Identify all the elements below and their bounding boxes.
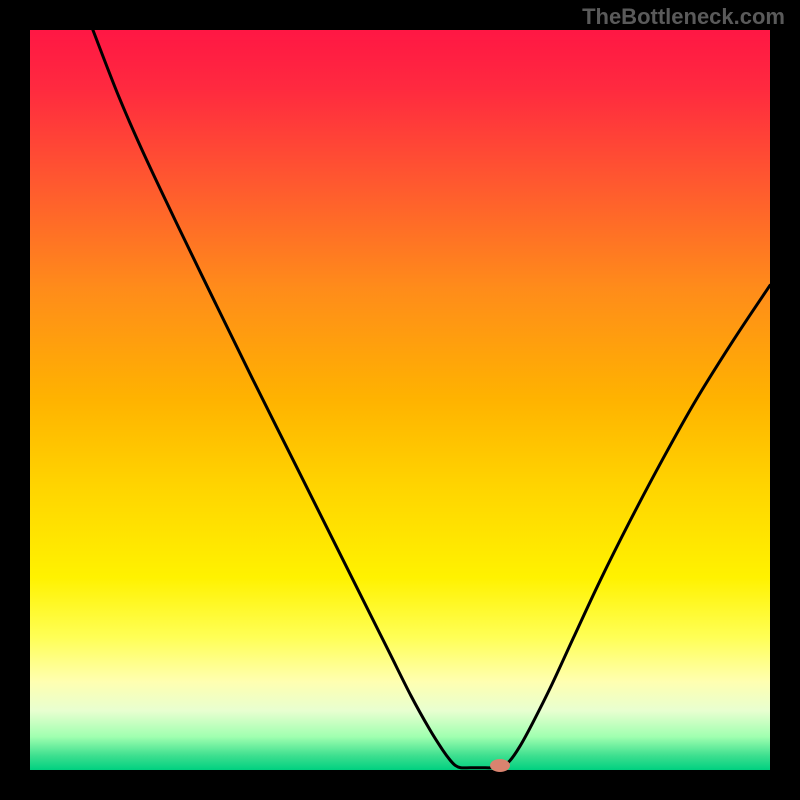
optimum-marker [490,759,510,772]
bottleneck-curve [30,30,770,770]
plot-area [30,30,770,770]
attribution-label: TheBottleneck.com [582,4,785,30]
chart-container: TheBottleneck.com [0,0,800,800]
